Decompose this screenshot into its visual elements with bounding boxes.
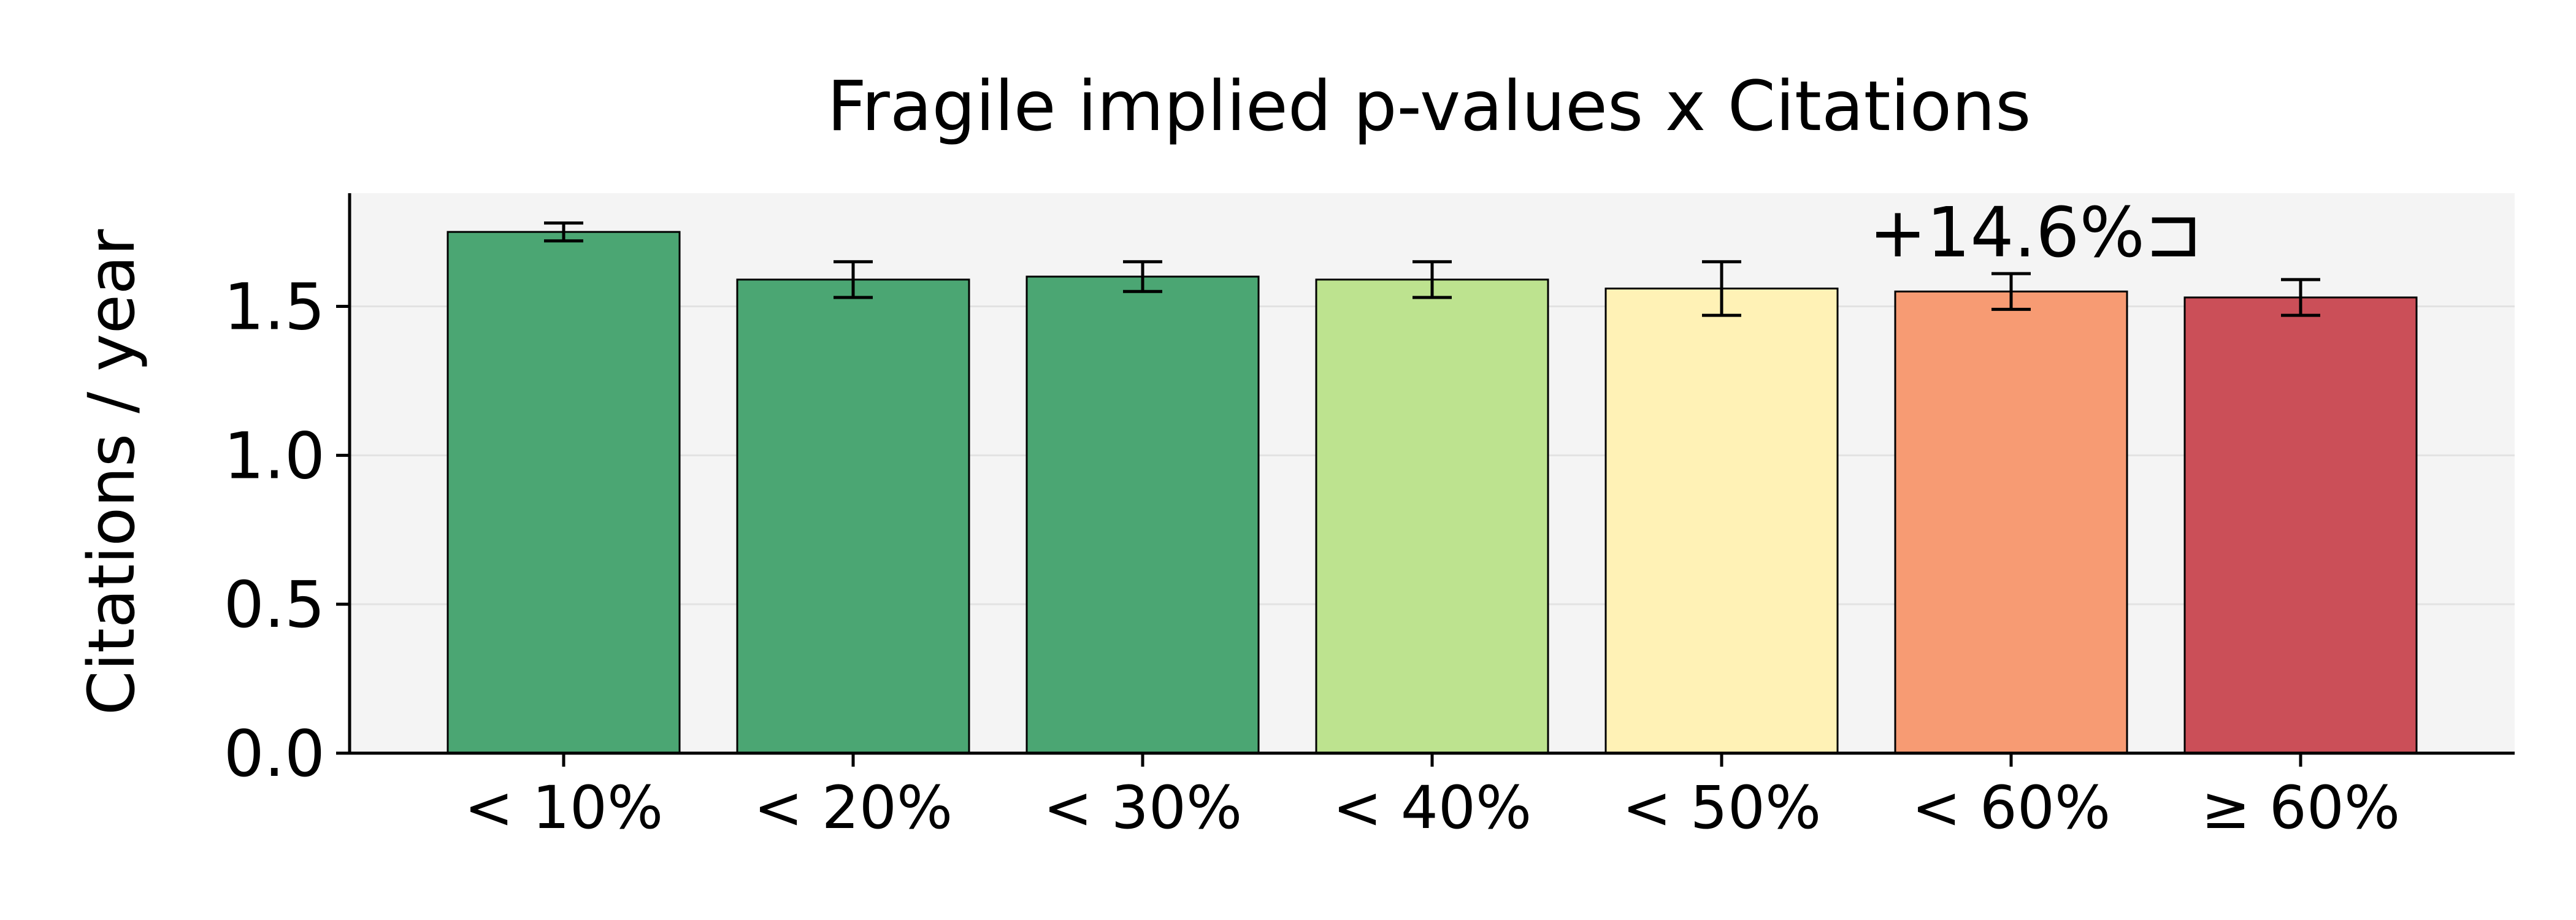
x-tick-label: < 60%	[1912, 773, 2110, 842]
y-ticks: 0.0 0.5 1.0 1.5	[224, 270, 350, 791]
x-ticks: < 10% < 20% < 30% < 40% < 50% < 60% ≥ 60%	[464, 753, 2400, 842]
x-tick-label: < 10%	[464, 773, 663, 842]
chart-title: Fragile implied p-values x Citations	[827, 67, 2031, 147]
bar	[1604, 287, 1839, 754]
y-tick-label: 1.0	[224, 418, 325, 493]
y-tick-label: 0.0	[224, 716, 325, 791]
error-bars	[544, 221, 2320, 317]
bar	[1315, 278, 1549, 754]
x-tick-label: < 20%	[754, 773, 953, 842]
y-tick-label: 0.5	[224, 567, 325, 642]
x-tick-label: < 50%	[1622, 773, 1821, 842]
bar	[447, 231, 681, 754]
x-tick-label: ≥ 60%	[2201, 773, 2400, 842]
bar	[2183, 296, 2418, 754]
x-tick-label: < 40%	[1333, 773, 1531, 842]
bar	[1025, 275, 1260, 754]
annotation-label: +14.6%⊐	[1869, 193, 2202, 273]
y-axis-label: Citations / year	[74, 229, 149, 715]
bar	[1894, 290, 2128, 754]
y-tick-label: 1.5	[224, 270, 325, 345]
x-tick-label: < 30%	[1043, 773, 1242, 842]
bar	[736, 278, 970, 754]
bars	[447, 231, 2418, 754]
